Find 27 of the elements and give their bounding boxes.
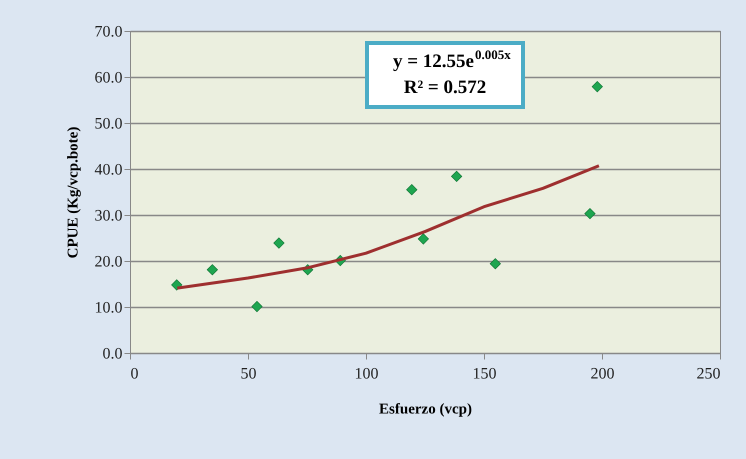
point bbox=[171, 279, 182, 290]
y-tick-label: 10.0 bbox=[94, 300, 122, 316]
y-tick-label: 60.0 bbox=[94, 70, 122, 86]
point bbox=[592, 81, 603, 92]
point bbox=[406, 184, 418, 196]
point bbox=[490, 258, 501, 270]
y-tick-label: 0.0 bbox=[102, 346, 122, 362]
y-axis-title: CPUE (Kg/vcp.bote) bbox=[66, 126, 82, 258]
x-tick-label: 50 bbox=[240, 366, 256, 382]
point bbox=[451, 170, 462, 182]
point bbox=[418, 233, 429, 244]
y-tick-label: 20.0 bbox=[94, 254, 122, 270]
point bbox=[273, 238, 284, 249]
point bbox=[206, 264, 218, 276]
x-tick-label: 0 bbox=[130, 366, 138, 382]
x-tick-label: 150 bbox=[472, 366, 496, 382]
y-tick-label: 30.0 bbox=[94, 208, 122, 224]
x-tick-label: 250 bbox=[696, 366, 720, 382]
y-tick-label: 40.0 bbox=[94, 162, 122, 178]
y-tick-label: 70.0 bbox=[94, 24, 122, 40]
annotation: R² = 0.572 bbox=[404, 77, 486, 98]
x-tick-label: 200 bbox=[590, 366, 614, 382]
y-tick-label: 50.0 bbox=[94, 116, 122, 132]
point bbox=[251, 300, 263, 312]
point bbox=[584, 208, 596, 220]
x-tick-label: 100 bbox=[354, 366, 378, 382]
x-axis-title: Esfuerzo (vcp) bbox=[379, 402, 472, 418]
